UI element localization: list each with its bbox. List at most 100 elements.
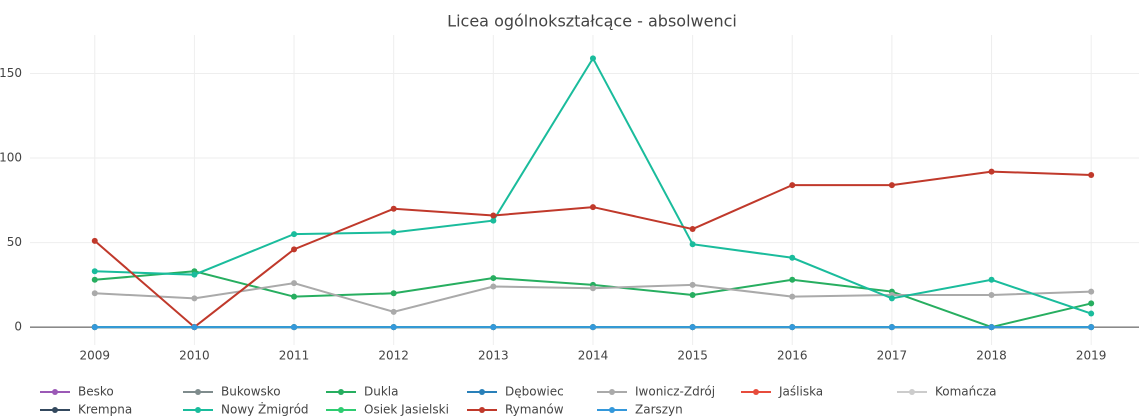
marker bbox=[888, 324, 895, 331]
marker bbox=[291, 293, 298, 300]
legend-label: Nowy Żmigród bbox=[221, 402, 309, 417]
marker bbox=[91, 276, 98, 283]
legend-item: Rymanów bbox=[467, 403, 564, 417]
marker bbox=[1088, 288, 1095, 295]
marker bbox=[490, 275, 497, 282]
x-tick-label: 2014 bbox=[578, 349, 609, 363]
marker bbox=[490, 217, 497, 224]
x-tick-label: 2012 bbox=[378, 349, 409, 363]
x-tick-label: 2019 bbox=[1076, 349, 1107, 363]
legend-label: Bukowsko bbox=[221, 385, 281, 399]
legend-label: Rymanów bbox=[505, 403, 564, 417]
marker bbox=[490, 283, 497, 290]
marker bbox=[689, 281, 696, 288]
legend-marker bbox=[909, 389, 915, 395]
marker bbox=[589, 285, 596, 292]
marker bbox=[191, 271, 198, 278]
legend-item: Dębowiec bbox=[467, 385, 564, 399]
marker bbox=[191, 295, 198, 302]
legend-item: Zarszyn bbox=[597, 403, 683, 417]
marker bbox=[789, 182, 796, 189]
marker bbox=[888, 182, 895, 189]
x-tick-label: 2013 bbox=[478, 349, 509, 363]
legend-item: Osiek Jasielski bbox=[326, 403, 449, 417]
series bbox=[91, 55, 1095, 317]
x-tick-label: 2017 bbox=[877, 349, 908, 363]
marker bbox=[988, 324, 995, 331]
marker bbox=[689, 241, 696, 248]
legend-label: Dukla bbox=[364, 385, 398, 399]
legend-label: Komańcza bbox=[935, 385, 997, 399]
legend-label: Krempna bbox=[78, 403, 132, 417]
legend-item: Jaśliska bbox=[741, 385, 823, 399]
marker bbox=[888, 295, 895, 302]
marker bbox=[191, 324, 198, 331]
legend-label: Iwonicz-Zdrój bbox=[635, 385, 715, 399]
marker bbox=[988, 168, 995, 175]
y-tick-label: 100 bbox=[0, 151, 22, 165]
y-tick-label: 50 bbox=[7, 235, 22, 249]
marker bbox=[490, 324, 497, 331]
y-tick-label: 0 bbox=[14, 320, 22, 334]
legend-item: Iwonicz-Zdrój bbox=[597, 385, 715, 399]
marker bbox=[291, 246, 298, 253]
marker bbox=[689, 226, 696, 233]
marker bbox=[291, 324, 298, 331]
marker bbox=[91, 268, 98, 275]
marker bbox=[390, 308, 397, 315]
legend-marker bbox=[338, 389, 344, 395]
x-tick-label: 2010 bbox=[179, 349, 210, 363]
legend-item: Komańcza bbox=[897, 385, 997, 399]
legend-marker bbox=[753, 389, 759, 395]
legend-item: Krempna bbox=[40, 403, 132, 417]
marker bbox=[988, 291, 995, 298]
marker bbox=[91, 290, 98, 297]
marker bbox=[390, 290, 397, 297]
marker bbox=[91, 324, 98, 331]
x-tick-label: 2011 bbox=[279, 349, 310, 363]
marker bbox=[789, 324, 796, 331]
marker bbox=[589, 324, 596, 331]
marker bbox=[291, 280, 298, 287]
series bbox=[91, 168, 1095, 331]
marker bbox=[1088, 324, 1095, 331]
legend-marker bbox=[195, 407, 201, 413]
marker bbox=[291, 231, 298, 238]
legend-item: Bukowsko bbox=[183, 385, 281, 399]
legend-label: Jaśliska bbox=[778, 385, 823, 399]
x-tick-label: 2015 bbox=[677, 349, 708, 363]
marker bbox=[789, 276, 796, 283]
marker bbox=[988, 276, 995, 283]
series bbox=[91, 280, 1095, 315]
marker bbox=[490, 212, 497, 219]
legend-marker bbox=[338, 407, 344, 413]
marker bbox=[689, 291, 696, 298]
marker bbox=[589, 204, 596, 211]
marker bbox=[91, 237, 98, 244]
legend-marker bbox=[609, 407, 615, 413]
y-tick-label: 150 bbox=[0, 66, 22, 80]
legend-item: Besko bbox=[40, 385, 114, 399]
marker bbox=[390, 324, 397, 331]
marker bbox=[789, 254, 796, 261]
marker bbox=[689, 324, 696, 331]
legend-marker bbox=[609, 389, 615, 395]
series bbox=[91, 324, 1095, 331]
legend-label: Osiek Jasielski bbox=[364, 403, 449, 417]
legend-item: Nowy Żmigród bbox=[183, 402, 309, 417]
legend-item: Dukla bbox=[326, 385, 398, 399]
x-tick-label: 2016 bbox=[777, 349, 808, 363]
legend-marker bbox=[195, 389, 201, 395]
marker bbox=[1088, 310, 1095, 317]
x-tick-label: 2018 bbox=[976, 349, 1007, 363]
legend-label: Besko bbox=[78, 385, 114, 399]
x-tick-label: 2009 bbox=[79, 349, 110, 363]
legend-label: Zarszyn bbox=[635, 403, 683, 417]
legend-marker bbox=[479, 407, 485, 413]
marker bbox=[589, 55, 596, 62]
legend-marker bbox=[52, 389, 58, 395]
legend-label: Dębowiec bbox=[505, 385, 564, 399]
legend-marker bbox=[52, 407, 58, 413]
marker bbox=[390, 229, 397, 236]
